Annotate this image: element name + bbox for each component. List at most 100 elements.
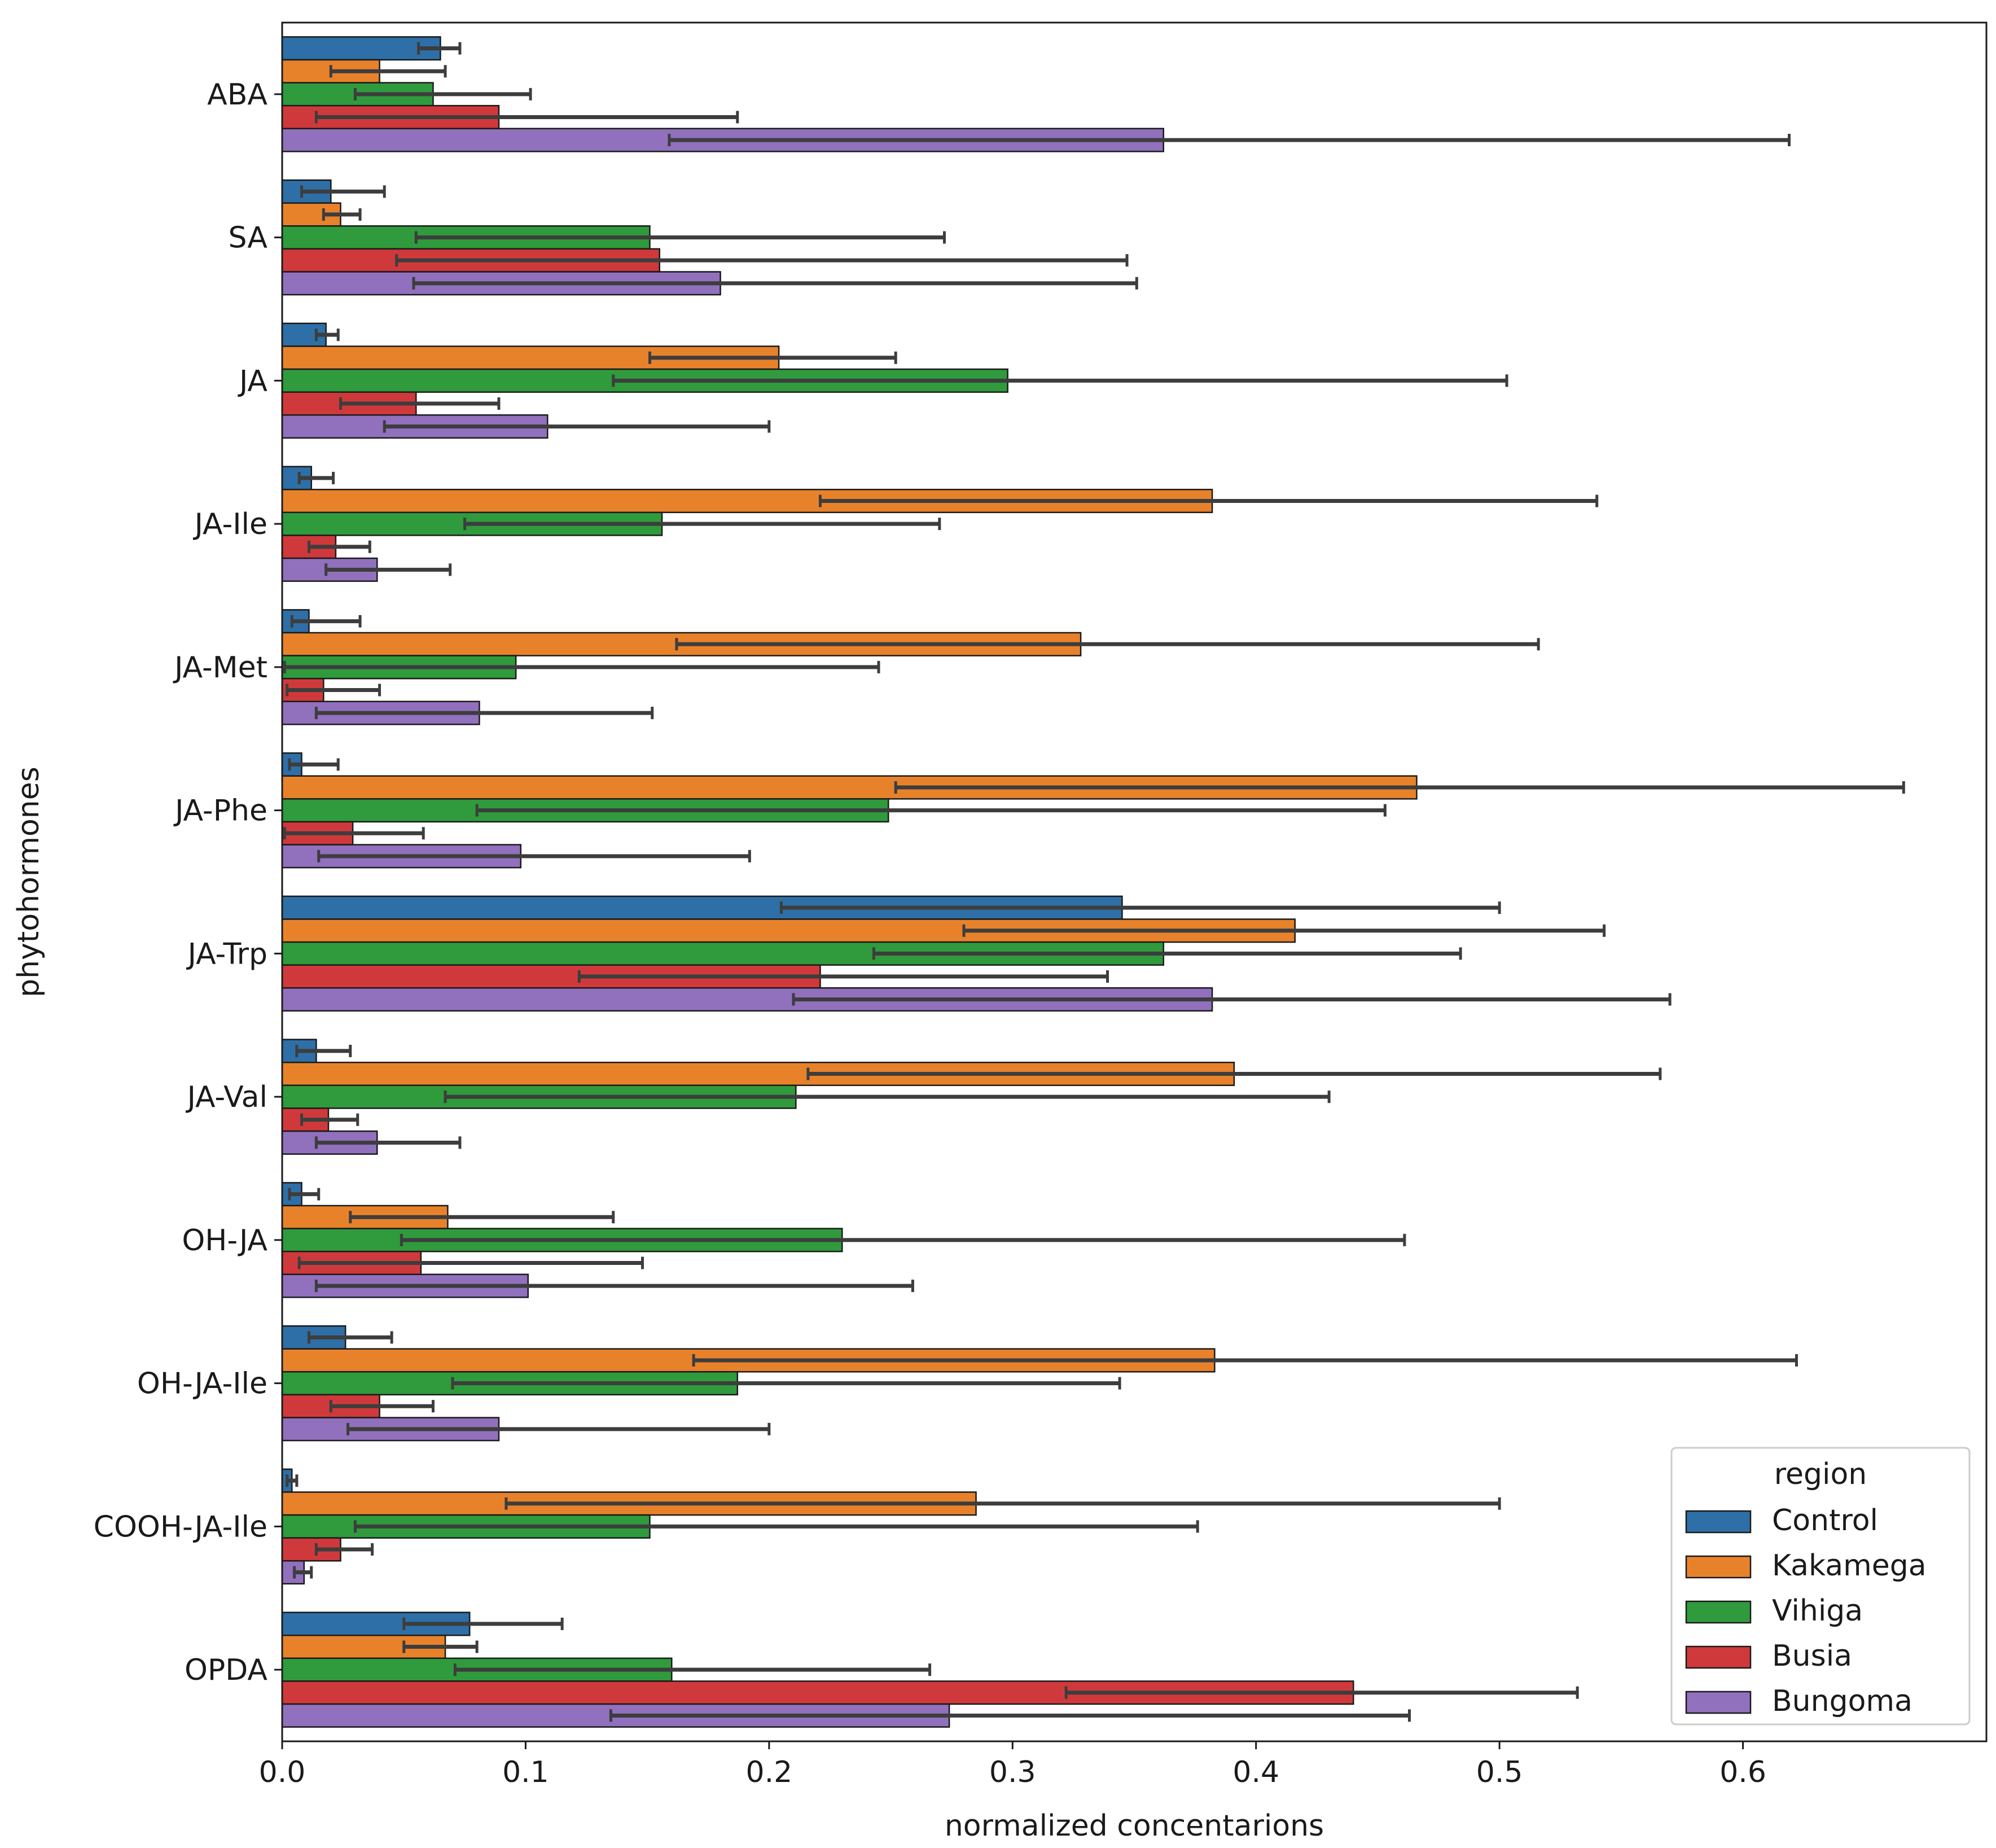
error-bar-busia-cooh-ja-ile: [314, 1543, 374, 1556]
legend-entry-vihiga: Vihiga: [1685, 1594, 1863, 1628]
error-bar-bungoma-oh-ja-ile: [346, 1422, 771, 1435]
error-bar-busia-sa: [395, 254, 1129, 267]
x-tick-label: 0.1: [502, 1755, 549, 1789]
error-bar-vihiga-sa: [414, 231, 946, 244]
bar-bungoma-ja-trp: [281, 987, 1213, 1012]
y-tick-label: JA-Trp: [186, 937, 267, 971]
error-bar-kakamega-ja-ile: [818, 494, 1599, 507]
error-bar-busia-opda: [1064, 1686, 1579, 1699]
error-bar-control-oh-ja: [288, 1188, 321, 1201]
y-tick-label: ABA: [207, 78, 267, 112]
error-bar-busia-ja-val: [300, 1113, 359, 1126]
error-bar-bungoma-sa: [412, 277, 1138, 290]
error-bar-bungoma-ja-val: [314, 1136, 462, 1149]
error-bar-busia-aba: [314, 111, 739, 124]
bar-control-aba: [281, 36, 441, 61]
x-tick-label: 0.5: [1476, 1755, 1523, 1789]
error-bar-control-ja-val: [295, 1044, 352, 1057]
error-bar-busia-ja-phe: [283, 827, 425, 840]
legend-label: Control: [1772, 1504, 1878, 1538]
error-bar-bungoma-ja-met: [314, 707, 654, 720]
x-tick-label: 0.6: [1719, 1755, 1766, 1789]
error-bar-kakamega-opda: [402, 1640, 479, 1653]
error-bar-vihiga-ja-val: [444, 1091, 1331, 1103]
error-bar-kakamega-cooh-ja-ile: [505, 1497, 1501, 1510]
error-bar-kakamega-aba: [329, 65, 447, 78]
error-bar-control-ja-met: [290, 615, 362, 628]
error-bar-vihiga-oh-ja: [400, 1233, 1406, 1246]
error-bar-busia-ja-trp: [577, 970, 1109, 983]
error-bar-control-ja-ile: [297, 471, 335, 484]
error-bar-control-aba: [417, 42, 462, 55]
error-bar-bungoma-ja: [383, 420, 771, 433]
plot-frame: [281, 21, 1988, 1742]
error-bar-bungoma-ja-trp: [792, 993, 1672, 1006]
error-bar-busia-oh-ja-ile: [329, 1400, 435, 1413]
legend: region Control Kakamega Vihiga Busia Bungoma: [1670, 1447, 1971, 1726]
error-bar-kakamega-sa: [322, 208, 362, 221]
x-tick-label: 0.0: [259, 1755, 306, 1789]
error-bar-kakamega-oh-ja: [349, 1211, 615, 1224]
error-bar-kakamega-ja-phe: [894, 781, 1905, 794]
x-axis-label: normalized concentarions: [945, 1809, 1324, 1843]
error-bar-vihiga-opda: [453, 1663, 932, 1676]
error-bar-kakamega-ja: [648, 351, 897, 364]
y-tick-label: COOH-JA-Ile: [94, 1510, 267, 1544]
error-bar-vihiga-ja-ile: [463, 518, 941, 531]
y-tick-label: SA: [228, 221, 267, 255]
legend-entry-control: Control: [1685, 1504, 1878, 1538]
error-bar-kakamega-ja-trp: [962, 924, 1606, 937]
legend-swatch: [1685, 1600, 1752, 1624]
error-bar-bungoma-aba: [668, 134, 1791, 147]
error-bar-bungoma-ja-phe: [317, 849, 751, 862]
error-bar-vihiga-oh-ja-ile: [451, 1377, 1121, 1390]
error-bars-layer: [283, 42, 1905, 1722]
legend-swatch: [1685, 1510, 1752, 1534]
error-bar-kakamega-ja-val: [806, 1067, 1662, 1080]
legend-swatch: [1685, 1555, 1752, 1579]
error-bar-vihiga-ja-met: [283, 660, 880, 673]
legend-title: region: [1774, 1457, 1867, 1491]
legend-entry-bungoma: Bungoma: [1685, 1684, 1912, 1718]
error-bar-vihiga-ja-trp: [872, 947, 1462, 960]
legend-swatch: [1685, 1645, 1752, 1669]
error-bar-busia-oh-ja: [297, 1256, 644, 1269]
error-bar-control-sa: [300, 185, 386, 198]
error-bar-vihiga-cooh-ja-ile: [353, 1520, 1199, 1533]
x-tick-label: 0.2: [746, 1755, 793, 1789]
legend-label: Vihiga: [1772, 1594, 1863, 1628]
error-bar-kakamega-oh-ja-ile: [692, 1354, 1798, 1367]
error-bar-control-opda: [402, 1617, 564, 1630]
error-bar-vihiga-aba: [353, 87, 532, 100]
error-bar-vihiga-ja: [612, 374, 1508, 387]
x-axis: 0.0 0.1 0.2 0.3 0.4 0.5 0.6: [259, 1741, 1766, 1789]
legend-label: Bungoma: [1772, 1684, 1912, 1718]
error-bar-busia-ja-ile: [307, 540, 371, 553]
y-tick-label: JA: [238, 364, 267, 398]
legend-swatch: [1685, 1691, 1752, 1714]
legend-entry-kakamega: Kakamega: [1685, 1549, 1927, 1583]
error-bar-bungoma-cooh-ja-ile: [293, 1566, 313, 1579]
error-bar-busia-ja: [339, 397, 501, 410]
legend-label: Kakamega: [1772, 1549, 1927, 1583]
error-bar-control-ja-phe: [288, 758, 340, 771]
error-bar-control-oh-ja-ile: [307, 1331, 393, 1344]
error-bar-control-ja: [314, 329, 340, 341]
error-bar-control-cooh-ja-ile: [286, 1474, 299, 1487]
error-bar-busia-ja-met: [286, 684, 381, 697]
y-tick-label: JA-Val: [186, 1080, 267, 1114]
legend-entry-busia: Busia: [1685, 1639, 1852, 1673]
y-tick-label: OPDA: [185, 1653, 267, 1687]
error-bar-bungoma-oh-ja: [314, 1280, 914, 1293]
bars-layer: [281, 36, 1418, 1728]
error-bar-bungoma-opda: [609, 1709, 1411, 1722]
y-tick-label: OH-JA: [182, 1224, 267, 1258]
legend-label: Busia: [1772, 1639, 1852, 1673]
error-bar-vihiga-ja-phe: [475, 804, 1387, 817]
y-tick-label: OH-JA-Ile: [137, 1367, 267, 1401]
error-bar-control-ja-trp: [779, 901, 1501, 914]
x-tick-label: 0.3: [989, 1755, 1036, 1789]
error-bar-bungoma-ja-ile: [324, 563, 452, 576]
error-bar-kakamega-ja-met: [675, 638, 1540, 651]
